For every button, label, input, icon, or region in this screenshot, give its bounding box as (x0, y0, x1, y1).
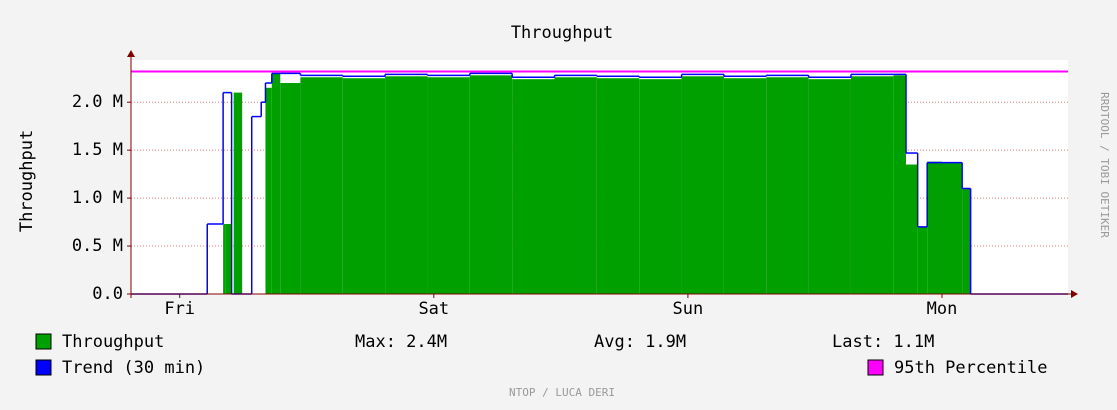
stat-label: Last: 1.1M (832, 332, 934, 352)
area-step (385, 76, 428, 294)
footer: NTOP / LUCA DERI (509, 386, 615, 399)
y-axis-label: Throughput (17, 130, 37, 232)
area-step (280, 83, 301, 295)
area-step (850, 76, 894, 294)
area-step (596, 78, 640, 294)
area-step (271, 73, 281, 294)
y-arrow (127, 50, 135, 57)
legend-label: Trend (30 min) (62, 358, 205, 378)
area-step (927, 161, 943, 294)
side-text: RRDTOOL / TOBI OETIKER (1098, 92, 1111, 238)
area-step (223, 223, 226, 294)
area-step (942, 162, 963, 294)
area-step (300, 77, 343, 294)
area-step (512, 79, 555, 294)
area-step (233, 92, 243, 294)
legend-swatch (35, 333, 52, 350)
y-tick-label: 2.0 M (72, 92, 123, 112)
area-step (342, 78, 386, 294)
x-tick-label: Mon (927, 299, 958, 319)
area-step (917, 226, 928, 294)
legend-label: 95th Percentile (894, 358, 1048, 378)
area-step (469, 75, 513, 294)
y-tick-label: 0.0 (92, 284, 123, 304)
x-tick-label: Sat (418, 299, 449, 319)
area-step (639, 79, 682, 294)
area-step (893, 75, 907, 294)
chart-title: Throughput (511, 23, 613, 43)
y-tick-label: 0.5 M (72, 236, 123, 256)
area-step (427, 77, 470, 294)
area-step (723, 78, 767, 294)
y-tick-label: 1.0 M (72, 188, 123, 208)
plot-layer: 0.0 0.5 M 1.0 M 1.5 M 2.0 M Fri Sat Sun Mon (72, 50, 1078, 319)
area-step (554, 77, 597, 294)
x-arrow (1071, 290, 1078, 298)
legend-swatch (867, 359, 884, 376)
stat-label: Max: 2.4M (355, 332, 447, 352)
x-tick-label: Fri (164, 299, 195, 319)
legend-label: Throughput (62, 332, 164, 352)
area-step (962, 188, 971, 294)
area-step (808, 79, 851, 294)
area-step (681, 76, 724, 294)
area-step (766, 77, 809, 294)
area-step (906, 164, 918, 294)
area-step (265, 87, 272, 294)
x-tick-label: Sun (673, 299, 704, 319)
stat-label: Avg: 1.9M (594, 332, 686, 352)
y-tick-label: 1.5 M (72, 140, 123, 160)
area-step (225, 223, 232, 294)
legend-swatch (35, 359, 52, 376)
